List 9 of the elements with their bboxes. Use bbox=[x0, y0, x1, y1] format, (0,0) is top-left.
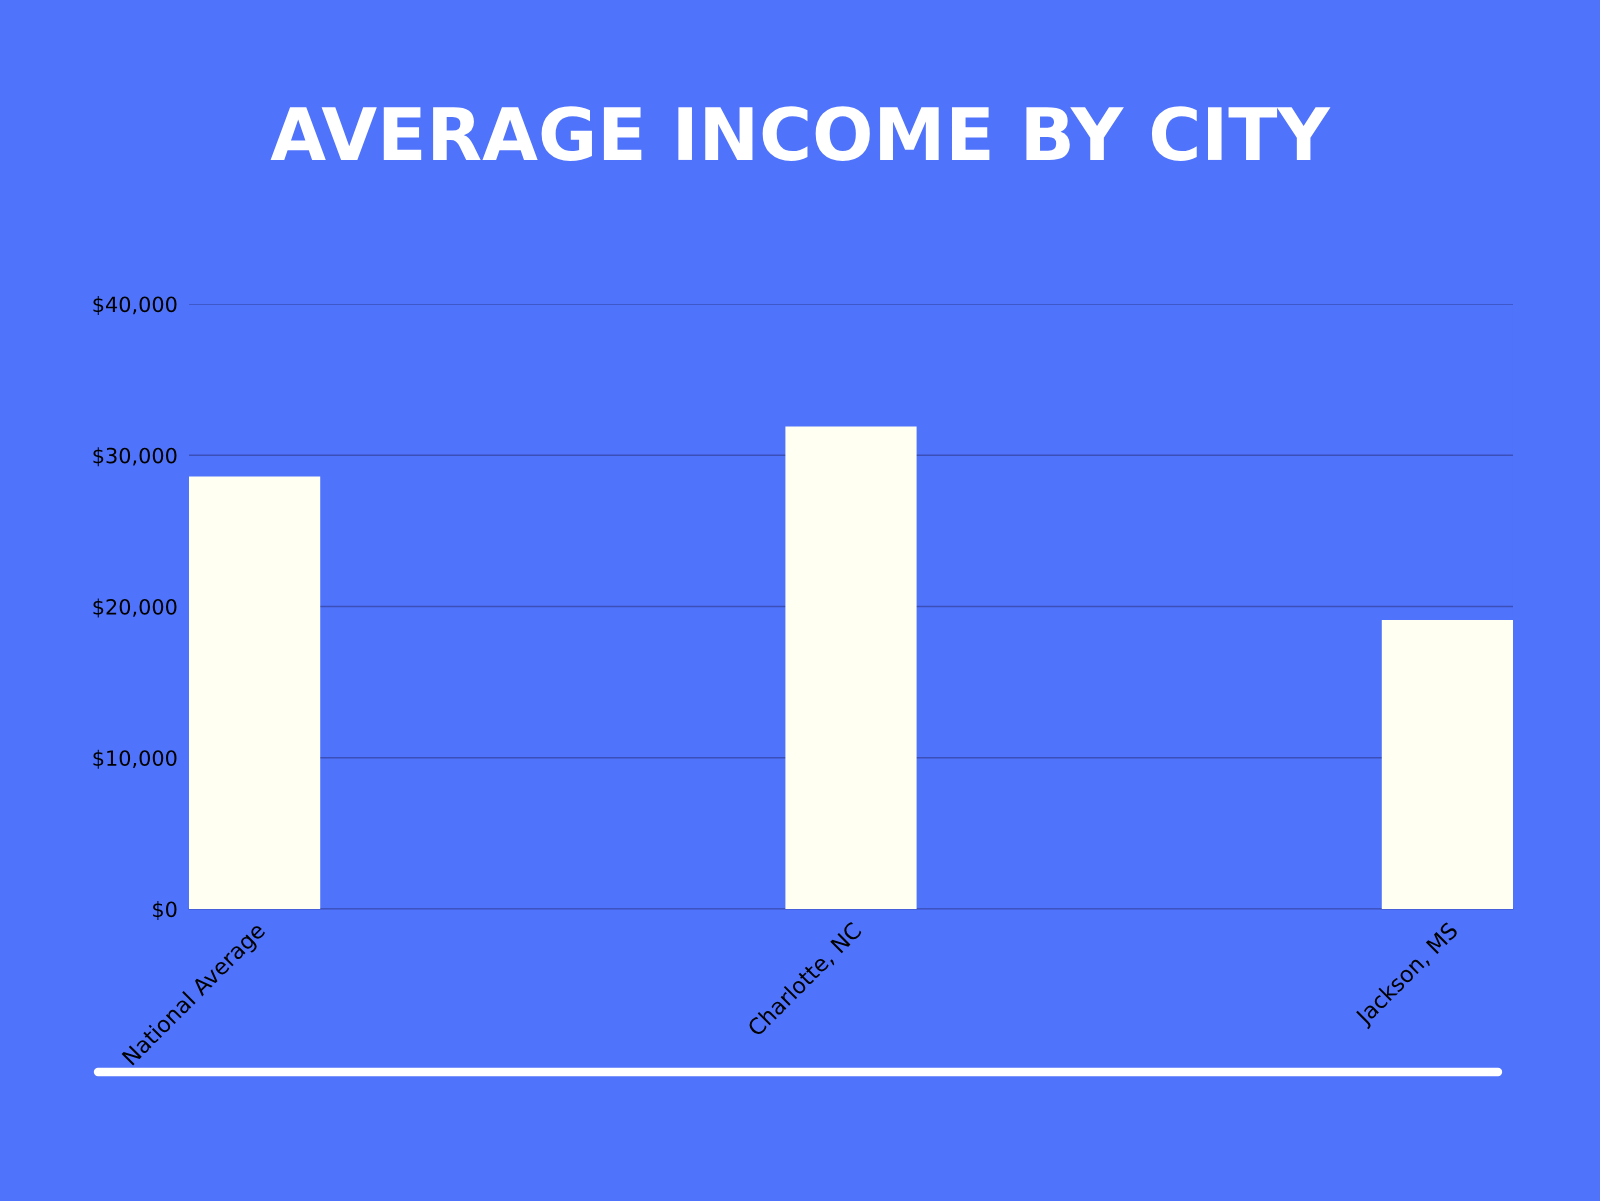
y-tick-label: $40,000 bbox=[93, 296, 177, 315]
y-tick-label: $20,000 bbox=[93, 598, 177, 618]
bar bbox=[785, 426, 917, 909]
bar bbox=[1381, 620, 1513, 909]
y-tick-label: $30,000 bbox=[93, 447, 177, 467]
chart-title: AVERAGE INCOME BY CITY bbox=[270, 106, 1331, 161]
bar bbox=[189, 476, 321, 909]
y-tick-label: $10,000 bbox=[93, 749, 177, 769]
y-tick-label: $0 bbox=[153, 901, 177, 920]
